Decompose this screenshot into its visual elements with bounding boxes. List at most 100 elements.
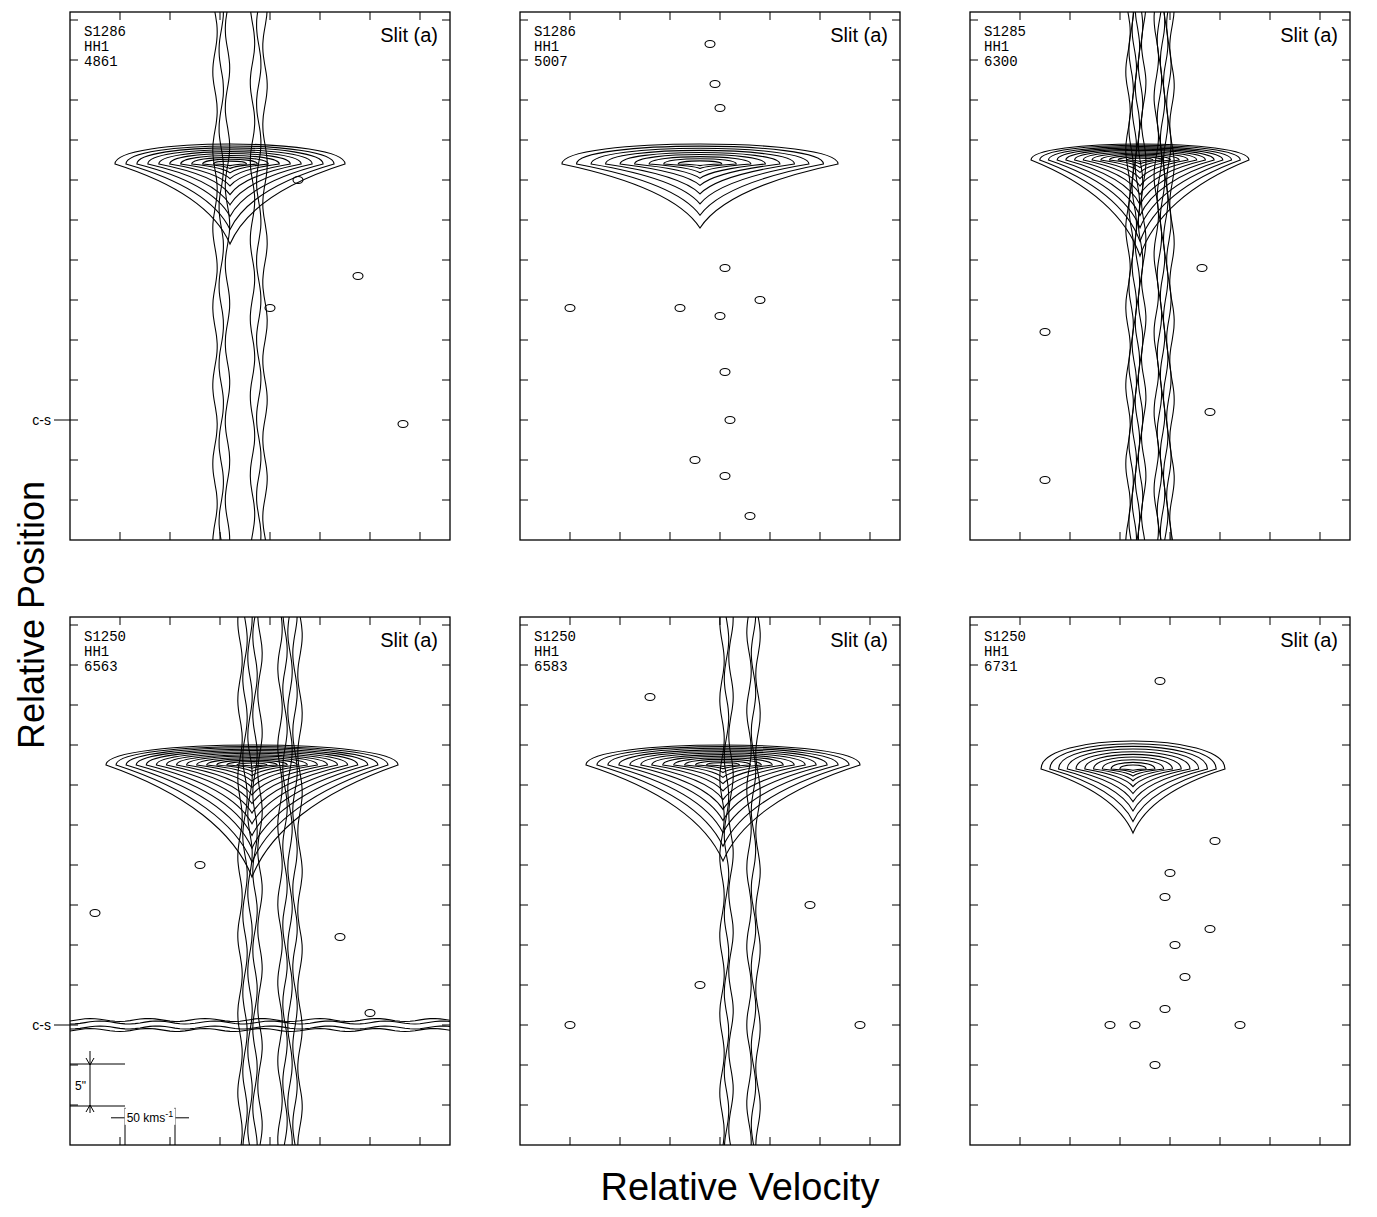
- y-tick: [70, 340, 78, 341]
- y-tick: [442, 625, 450, 626]
- x-tick: [220, 617, 221, 625]
- x-tick: [1320, 617, 1321, 625]
- knot: [565, 305, 575, 312]
- knot: [1180, 974, 1190, 981]
- y-tick: [892, 180, 900, 181]
- bow-contour: [1085, 754, 1181, 786]
- bow-contour: [678, 161, 722, 166]
- y-tick: [442, 260, 450, 261]
- frame: [70, 12, 450, 540]
- y-tick: [70, 100, 78, 101]
- x-tick: [720, 1137, 721, 1145]
- y-tick: [520, 60, 528, 61]
- y-tick: [442, 140, 450, 141]
- knot: [1130, 1022, 1140, 1029]
- x-tick: [420, 1137, 421, 1145]
- x-tick: [670, 617, 671, 625]
- y-tick: [1342, 665, 1350, 666]
- y-tick: [892, 785, 900, 786]
- bow-contour: [577, 146, 824, 215]
- knot: [690, 457, 700, 464]
- jet-contour: [756, 617, 760, 1145]
- bow-contour: [685, 759, 762, 772]
- knot: [1160, 894, 1170, 901]
- y-tick: [520, 180, 528, 181]
- bow-contour: [641, 753, 805, 800]
- data-group: [115, 12, 408, 540]
- frame: [520, 12, 900, 540]
- y-tick: [970, 905, 978, 906]
- x-tick: [1270, 617, 1271, 625]
- y-tick: [1342, 1065, 1350, 1066]
- knot: [720, 265, 730, 272]
- bow-contour: [1075, 150, 1206, 194]
- x-tick: [620, 12, 621, 20]
- panel-label: HH1: [534, 39, 559, 55]
- y-tick: [520, 625, 528, 626]
- jet-contour: [293, 617, 297, 1145]
- bow-contour: [115, 144, 345, 244]
- x-tick: [820, 532, 821, 540]
- bow-contour: [652, 755, 794, 791]
- knot: [1040, 329, 1050, 336]
- y-tick: [970, 625, 978, 626]
- x-tick: [570, 617, 571, 625]
- x-tick: [1120, 617, 1121, 625]
- y-tick: [970, 865, 978, 866]
- x-tick: [220, 532, 221, 540]
- frame: [970, 617, 1350, 1145]
- y-axis-title: Relative Position: [11, 481, 52, 749]
- knot: [705, 41, 715, 48]
- y-tick: [520, 1105, 528, 1106]
- bow-contour: [227, 762, 277, 769]
- scale-pos-label: 5": [75, 1079, 86, 1093]
- y-tick: [520, 705, 528, 706]
- y-tick: [970, 420, 978, 421]
- slit-label: Slit (a): [1280, 629, 1338, 651]
- bow-contour: [136, 749, 368, 835]
- jet-contour: [720, 617, 724, 1145]
- knot: [715, 105, 725, 112]
- scale-vel-label: 50 kms-1: [127, 1109, 174, 1125]
- y-tick: [70, 905, 78, 906]
- x-tick: [320, 12, 321, 20]
- knot: [745, 513, 755, 520]
- y-tick: [892, 705, 900, 706]
- bow-contour: [116, 746, 388, 862]
- knot: [90, 910, 100, 917]
- x-tick: [570, 532, 571, 540]
- x-tick: [170, 12, 171, 20]
- bow-contour: [214, 161, 247, 165]
- continuum-contour: [70, 1029, 450, 1032]
- y-tick: [520, 340, 528, 341]
- y-tick: [970, 460, 978, 461]
- x-tick: [820, 617, 821, 625]
- y-tick: [70, 300, 78, 301]
- knot: [293, 177, 303, 184]
- panel: S1250HH16563Slit (a)c-s5"50 kms-1: [32, 617, 450, 1145]
- bow-contour: [1109, 156, 1170, 168]
- y-tick: [442, 460, 450, 461]
- x-tick: [820, 1137, 821, 1145]
- panel-label: HH1: [84, 39, 109, 55]
- x-tick: [370, 1137, 371, 1145]
- x-tick: [570, 1137, 571, 1145]
- x-tick: [270, 532, 271, 540]
- cs-line: [54, 1025, 70, 1026]
- y-tick: [70, 665, 78, 666]
- y-tick: [520, 665, 528, 666]
- x-tick: [270, 12, 271, 20]
- y-tick: [442, 1065, 450, 1066]
- bow-contour: [176, 755, 327, 795]
- y-tick: [520, 100, 528, 101]
- bow-contour: [197, 757, 308, 781]
- y-tick: [892, 1105, 900, 1106]
- y-tick: [442, 420, 450, 421]
- x-tick: [120, 532, 121, 540]
- bow-contour: [126, 748, 378, 848]
- knot: [195, 862, 205, 869]
- jet-contour: [257, 12, 261, 540]
- y-tick: [1342, 180, 1350, 181]
- panel: S1286HH14861Slit (a)c-s: [32, 12, 450, 540]
- knot: [1160, 1006, 1170, 1013]
